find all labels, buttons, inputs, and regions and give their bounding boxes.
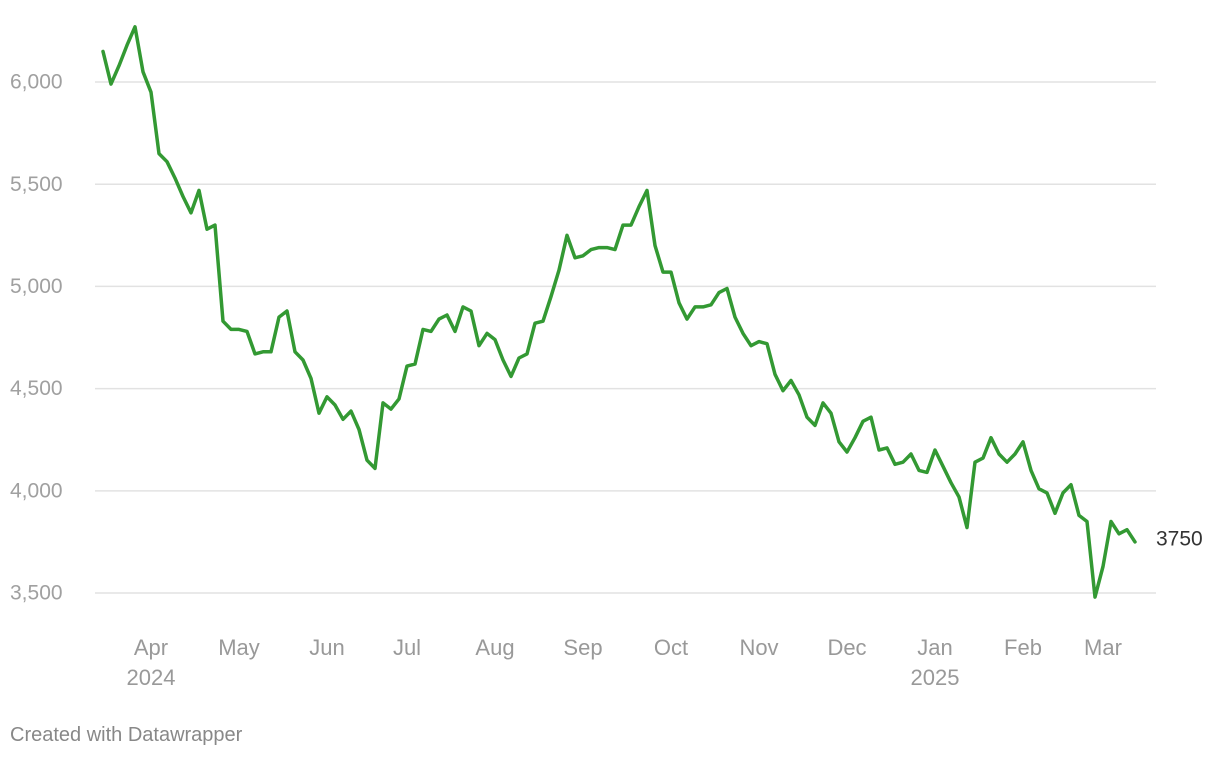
y-tick-label: 5,000: [10, 275, 63, 298]
y-tick-label: 5,500: [10, 173, 63, 196]
x-tick-label: May: [218, 635, 260, 660]
y-tick-label: 6,000: [10, 71, 63, 94]
x-tick-label: Feb: [1004, 635, 1042, 660]
x-tick-label: Apr 2024: [126, 635, 176, 690]
y-tick-label: 4,500: [10, 377, 63, 400]
credit: Created with Datawrapper: [10, 724, 243, 746]
x-tick-label: Sep: [563, 635, 603, 660]
x-tick-label: Jan 2025: [910, 635, 960, 690]
y-tick-label: 4,000: [10, 479, 63, 502]
x-tick-label: Dec: [827, 635, 867, 660]
x-tick-label: Oct: [653, 635, 689, 660]
x-tick-label: Jun: [309, 635, 345, 660]
x-tick-label: Nov: [739, 635, 779, 660]
y-tick-label: 3,500: [10, 582, 63, 605]
end-value-label: 3750: [1156, 527, 1203, 550]
line: [101, 25, 1137, 599]
x-tick-label: Mar: [1084, 635, 1122, 660]
x-tick-label: Jul: [392, 635, 422, 660]
x-tick-label: Aug: [475, 635, 515, 660]
